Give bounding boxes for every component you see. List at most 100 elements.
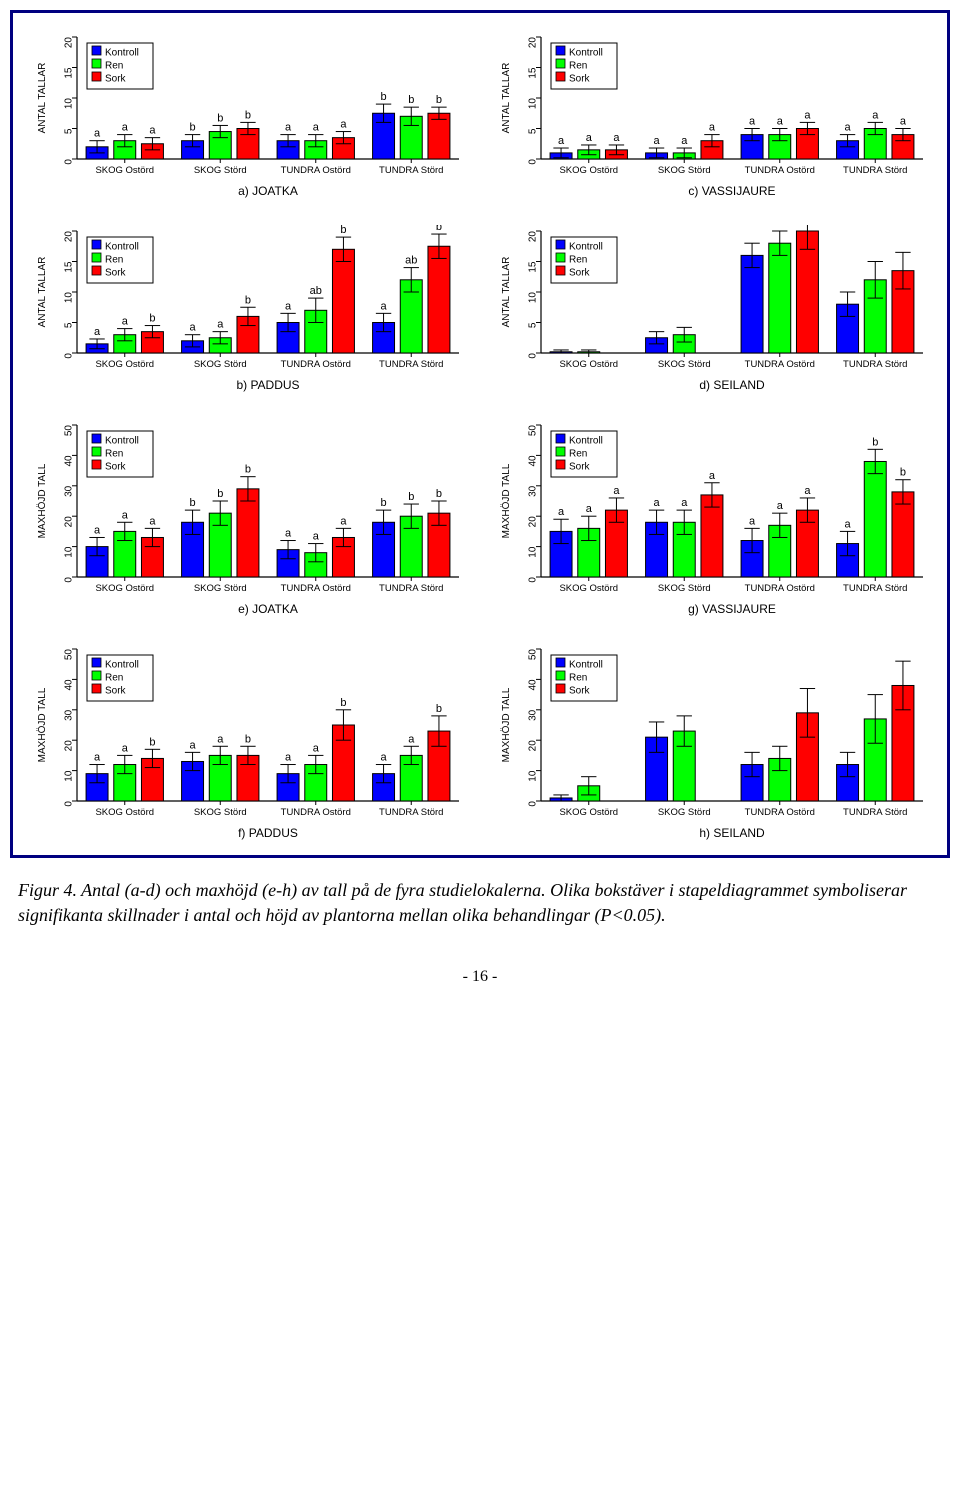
- svg-text:Sork: Sork: [105, 462, 127, 473]
- svg-text:15: 15: [64, 67, 75, 79]
- panel-f: 01020304050MAXHÖJD TALLaabSKOG Ostördaab…: [31, 643, 465, 843]
- svg-text:0: 0: [528, 353, 539, 359]
- svg-text:a: a: [149, 125, 156, 137]
- svg-text:10: 10: [64, 98, 75, 110]
- svg-text:a: a: [285, 300, 292, 312]
- svg-text:40: 40: [528, 679, 539, 691]
- svg-text:SKOG Ostörd: SKOG Ostörd: [95, 359, 154, 370]
- svg-text:c) VASSIJAURE: c) VASSIJAURE: [688, 184, 775, 198]
- svg-text:a: a: [408, 733, 415, 745]
- svg-text:10: 10: [64, 292, 75, 304]
- svg-text:MAXHÖJD TALL: MAXHÖJD TALL: [36, 687, 48, 762]
- svg-text:b: b: [380, 497, 386, 509]
- svg-text:15: 15: [528, 67, 539, 79]
- svg-text:20: 20: [528, 231, 539, 243]
- svg-text:a: a: [189, 739, 196, 751]
- svg-text:Ren: Ren: [569, 449, 587, 460]
- svg-text:SKOG Störd: SKOG Störd: [194, 583, 247, 594]
- svg-text:b) PADDUS: b) PADDUS: [236, 378, 299, 392]
- svg-text:15: 15: [528, 261, 539, 273]
- svg-text:Sork: Sork: [105, 686, 127, 697]
- svg-text:30: 30: [64, 709, 75, 721]
- svg-text:b: b: [436, 703, 442, 715]
- svg-text:a: a: [709, 122, 716, 134]
- svg-text:a: a: [681, 497, 688, 509]
- svg-text:f) PADDUS: f) PADDUS: [238, 826, 298, 840]
- panel-a: 05101520ANTAL TALLARaaaSKOG OstördbbbSKO…: [31, 31, 465, 201]
- svg-text:Sork: Sork: [569, 462, 591, 473]
- svg-text:Kontroll: Kontroll: [105, 242, 139, 253]
- svg-text:a: a: [613, 485, 620, 497]
- svg-text:40: 40: [64, 679, 75, 691]
- svg-text:TUNDRA Ostörd: TUNDRA Ostörd: [745, 359, 815, 370]
- svg-text:Ren: Ren: [569, 61, 587, 72]
- svg-text:b: b: [436, 94, 442, 106]
- svg-text:a: a: [777, 116, 784, 128]
- svg-text:a: a: [844, 518, 851, 530]
- svg-text:a: a: [653, 497, 660, 509]
- svg-text:MAXHÖJD TALL: MAXHÖJD TALL: [36, 463, 48, 538]
- svg-text:Ren: Ren: [105, 673, 123, 684]
- svg-text:5: 5: [64, 128, 75, 134]
- svg-text:SKOG Ostörd: SKOG Ostörd: [559, 583, 618, 594]
- panel-e: 01020304050MAXHÖJD TALLaaaSKOG Ostördbbb…: [31, 419, 465, 619]
- svg-text:b: b: [245, 733, 251, 745]
- svg-text:a: a: [94, 326, 101, 338]
- svg-text:a: a: [122, 316, 129, 328]
- svg-text:30: 30: [64, 485, 75, 497]
- svg-text:a: a: [94, 752, 101, 764]
- svg-text:ANTAL TALLAR: ANTAL TALLAR: [501, 257, 512, 328]
- svg-text:TUNDRA Störd: TUNDRA Störd: [379, 359, 443, 370]
- svg-text:Sork: Sork: [569, 74, 591, 85]
- svg-text:a: a: [313, 122, 320, 134]
- svg-text:0: 0: [528, 577, 539, 583]
- svg-text:a: a: [804, 109, 811, 121]
- svg-text:TUNDRA Ostörd: TUNDRA Ostörd: [745, 807, 815, 818]
- svg-text:20: 20: [64, 37, 75, 49]
- svg-text:a: a: [313, 742, 320, 754]
- svg-text:a: a: [217, 733, 224, 745]
- svg-text:a: a: [122, 122, 129, 134]
- svg-text:50: 50: [528, 425, 539, 437]
- svg-text:a: a: [380, 752, 387, 764]
- svg-text:ANTAL TALLAR: ANTAL TALLAR: [501, 63, 512, 134]
- svg-text:MAXHÖJD TALL: MAXHÖJD TALL: [500, 463, 512, 538]
- svg-text:Ren: Ren: [569, 255, 587, 266]
- svg-text:a: a: [709, 470, 716, 482]
- svg-text:5: 5: [64, 322, 75, 328]
- svg-text:SKOG Störd: SKOG Störd: [194, 359, 247, 370]
- svg-text:ANTAL TALLAR: ANTAL TALLAR: [37, 257, 48, 328]
- svg-text:SKOG Störd: SKOG Störd: [658, 807, 711, 818]
- svg-text:a: a: [586, 503, 593, 515]
- svg-text:10: 10: [528, 98, 539, 110]
- svg-text:SKOG Ostörd: SKOG Ostörd: [559, 359, 618, 370]
- svg-text:5: 5: [528, 128, 539, 134]
- svg-text:a: a: [313, 531, 320, 543]
- svg-text:20: 20: [64, 231, 75, 243]
- svg-text:Sork: Sork: [569, 268, 591, 279]
- svg-text:TUNDRA Störd: TUNDRA Störd: [843, 359, 907, 370]
- panel-h: 01020304050MAXHÖJD TALLSKOG OstördSKOG S…: [495, 643, 929, 843]
- svg-text:0: 0: [528, 159, 539, 165]
- svg-text:d) SEILAND: d) SEILAND: [699, 378, 765, 392]
- svg-text:40: 40: [64, 455, 75, 467]
- svg-text:50: 50: [64, 649, 75, 661]
- svg-text:TUNDRA Ostörd: TUNDRA Ostörd: [281, 165, 351, 176]
- svg-text:Sork: Sork: [105, 268, 127, 279]
- panel-b: 05101520ANTAL TALLARaabSKOG OstördaabSKO…: [31, 225, 465, 395]
- svg-text:b: b: [408, 491, 414, 503]
- svg-text:0: 0: [64, 577, 75, 583]
- svg-text:SKOG Ostörd: SKOG Ostörd: [95, 165, 154, 176]
- svg-text:a: a: [586, 132, 593, 144]
- svg-text:b: b: [872, 436, 878, 448]
- svg-text:10: 10: [528, 292, 539, 304]
- svg-text:b: b: [436, 488, 442, 500]
- svg-text:TUNDRA Ostörd: TUNDRA Ostörd: [281, 807, 351, 818]
- svg-text:Sork: Sork: [105, 74, 127, 85]
- svg-text:ab: ab: [405, 255, 417, 267]
- panel-d: 05101520ANTAL TALLARSKOG OstördSKOG Stör…: [495, 225, 929, 395]
- svg-text:a: a: [285, 528, 292, 540]
- svg-text:20: 20: [64, 516, 75, 528]
- svg-text:b: b: [245, 464, 251, 476]
- svg-text:a: a: [558, 506, 565, 518]
